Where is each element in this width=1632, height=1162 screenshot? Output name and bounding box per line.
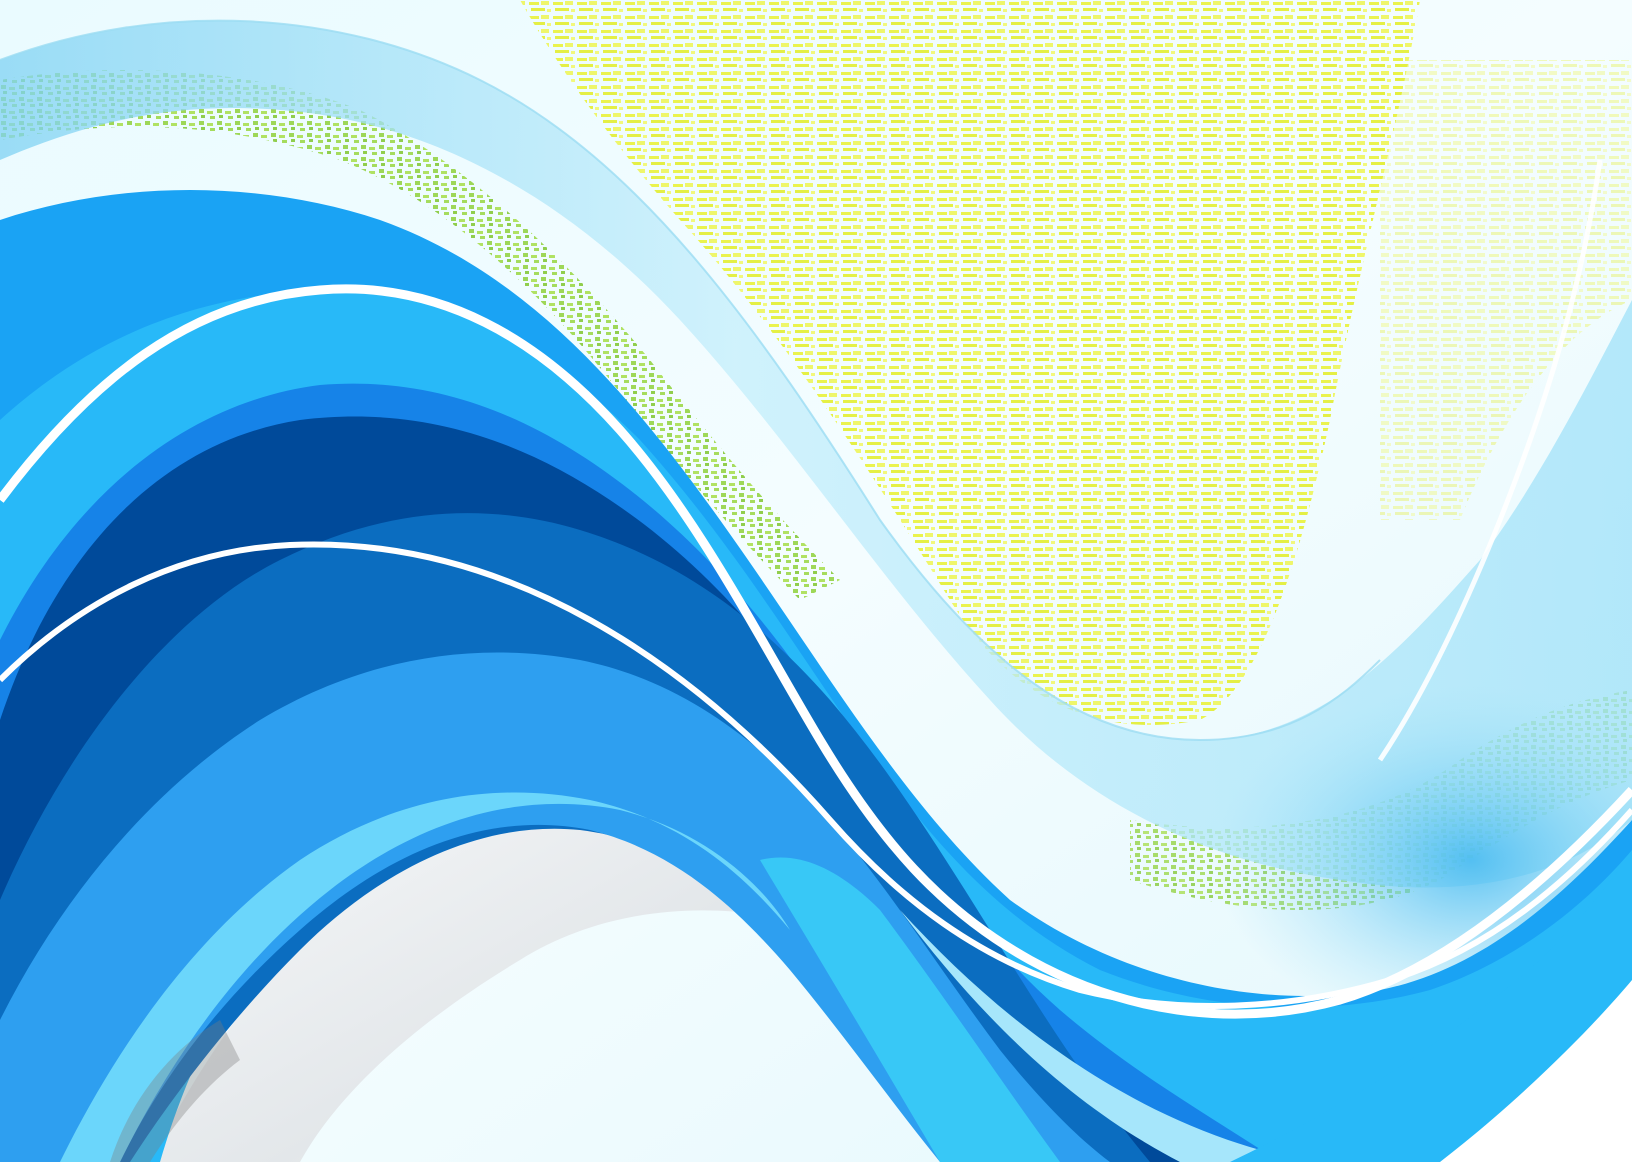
white-curve-lower (0, 541, 1632, 1009)
wave-cyan-front (60, 792, 790, 1162)
white-curve-upper (0, 284, 1632, 1019)
grey-speckle (110, 1020, 240, 1162)
yellow-noise-right (1380, 60, 1632, 520)
wave-light-front (0, 652, 1110, 1162)
white-curve-top-right (1377, 159, 1603, 762)
wave-glow-right (900, 500, 1632, 1000)
wave-cyan-ribbon (760, 857, 1060, 1162)
wave-cyan-lower-right (1230, 850, 1632, 1162)
wave-white-lower-right (1440, 980, 1632, 1162)
wave-pale-top (0, 20, 1632, 888)
silver-band (150, 793, 790, 1162)
wave-pale-ribbon (900, 910, 1632, 1162)
pale-wave-edge (0, 19, 1381, 742)
